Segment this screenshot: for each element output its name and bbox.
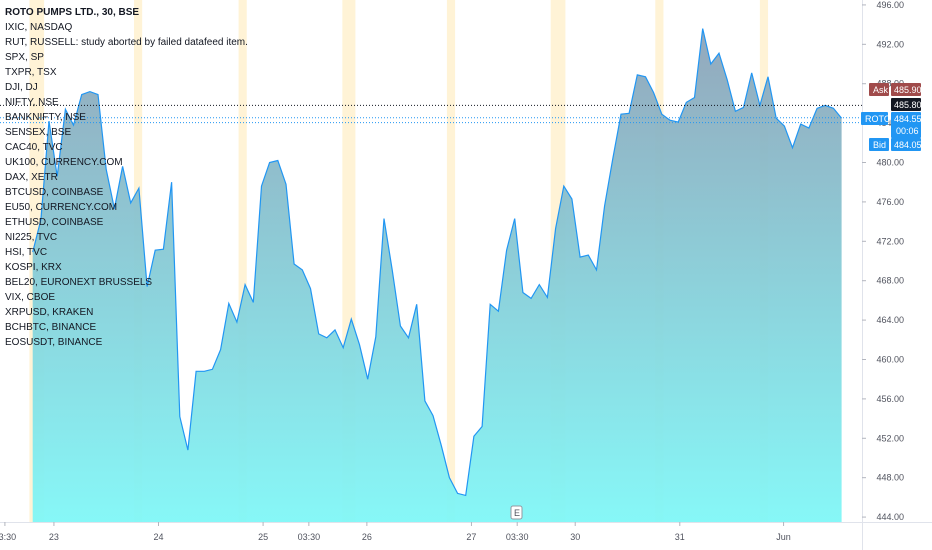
legend-series-item[interactable]: CAC40, TVC bbox=[5, 142, 63, 153]
ask-label: Ask bbox=[873, 85, 889, 95]
symbol-value: 484.55 bbox=[894, 114, 922, 124]
y-axis-ticks[interactable]: 444.00 448.00 452.00 456.00 460.00 464.00 468.… bbox=[862, 0, 904, 522]
x-axis-ticks[interactable]: 03:30 23 24 25 03:30 26 27 03:30 30 31 Jun bbox=[0, 522, 791, 542]
legend-series-item[interactable]: BEL20, EURONEXT BRUSSELS bbox=[5, 277, 153, 288]
legend-series-item[interactable]: KOSPI, KRX bbox=[5, 262, 62, 273]
event-marker[interactable]: E bbox=[510, 505, 523, 520]
legend-series-item[interactable]: RUT, RUSSELL: study aborted by failed da… bbox=[5, 37, 248, 48]
legend-series-item[interactable]: DAX, XETR bbox=[5, 172, 58, 183]
bid-label: Bid bbox=[873, 140, 886, 150]
y-tick-label: 476.00 bbox=[876, 197, 904, 207]
price-area-fill bbox=[32, 28, 842, 522]
price-area bbox=[32, 28, 843, 522]
symbol-label: ROTO bbox=[865, 114, 891, 124]
legend-series-item[interactable]: HSI, TVC bbox=[5, 247, 48, 258]
bid-tag: Bid 484.05 bbox=[869, 138, 922, 151]
x-tick-label: 03:30 bbox=[298, 532, 321, 542]
legend-series-item[interactable]: IXIC, NASDAQ bbox=[5, 22, 73, 33]
legend-series-item[interactable]: UK100, CURRENCY.COM bbox=[5, 157, 123, 168]
event-marker-label: E bbox=[514, 508, 520, 518]
x-tick-label: 31 bbox=[675, 532, 685, 542]
last-price-value: 485.80 bbox=[894, 100, 922, 110]
y-tick-label: 488.00 bbox=[876, 79, 904, 89]
x-tick-label: 25 bbox=[258, 532, 268, 542]
y-tick-label: 460.00 bbox=[876, 354, 904, 364]
session-band bbox=[446, 0, 456, 522]
legend-series-item[interactable]: DJI, DJ bbox=[5, 82, 38, 93]
y-tick-label: 472.00 bbox=[876, 236, 904, 246]
legend-series-item[interactable]: BCHBTC, BINANCE bbox=[5, 322, 97, 333]
legend-series-item[interactable]: BANKNIFTY, NSE bbox=[5, 112, 86, 123]
chart-legend: ROTO PUMPS LTD., 30, BSE IXIC, NASDAQ RUT… bbox=[5, 5, 248, 350]
y-tick-label: 496.00 bbox=[876, 0, 904, 10]
legend-series-item[interactable]: ETHUSD, COINBASE bbox=[5, 217, 104, 228]
y-tick-label: 456.00 bbox=[876, 394, 904, 404]
y-tick-label: 452.00 bbox=[876, 433, 904, 443]
symbol-tag[interactable]: ROTO 484.55 00:06 bbox=[861, 112, 922, 138]
x-tick-label: 24 bbox=[154, 532, 164, 542]
x-tick-label: 03:30 bbox=[0, 532, 16, 542]
y-tick-label: 492.00 bbox=[876, 39, 904, 49]
last-price-tag: 485.80 bbox=[891, 98, 922, 111]
x-tick-label: Jun bbox=[776, 532, 791, 542]
legend-series-item[interactable]: EOSUSDT, BINANCE bbox=[5, 337, 103, 348]
legend-title[interactable]: ROTO PUMPS LTD., 30, BSE bbox=[5, 7, 140, 18]
price-line bbox=[32, 28, 843, 497]
x-tick-label: 23 bbox=[49, 532, 59, 542]
x-tick-label: 27 bbox=[466, 532, 476, 542]
legend-series-item[interactable]: TXPR, TSX bbox=[5, 67, 57, 78]
y-tick-label: 468.00 bbox=[876, 276, 904, 286]
y-tick-label: 444.00 bbox=[876, 512, 904, 522]
y-tick-label: 464.00 bbox=[876, 315, 904, 325]
y-tick-label: 448.00 bbox=[876, 473, 904, 483]
ask-tag: Ask 485.90 bbox=[869, 83, 922, 96]
ask-value: 485.90 bbox=[894, 85, 922, 95]
legend-series-list: IXIC, NASDAQ RUT, RUSSELL: study aborted … bbox=[5, 20, 248, 350]
legend-series-item[interactable]: EU50, CURRENCY.COM bbox=[5, 202, 118, 213]
y-tick-label: 484.00 bbox=[876, 118, 904, 128]
session-band bbox=[238, 0, 247, 522]
legend-series-item[interactable]: XRPUSD, KRAKEN bbox=[5, 307, 94, 318]
price-tags: Ask 485.90 485.80 ROTO 484.55 00:06 Bid … bbox=[861, 83, 922, 151]
x-tick-label: 03:30 bbox=[506, 532, 529, 542]
bar-countdown: 00:06 bbox=[896, 126, 919, 136]
legend-series-item[interactable]: BTCUSD, COINBASE bbox=[5, 187, 104, 198]
legend-series-item[interactable]: VIX, CBOE bbox=[5, 292, 56, 303]
bid-value: 484.05 bbox=[894, 140, 922, 150]
legend-series-item[interactable]: SPX, SP bbox=[5, 52, 44, 63]
x-tick-label: 26 bbox=[362, 532, 372, 542]
legend-series-item[interactable]: NI225, TVC bbox=[5, 232, 58, 243]
y-tick-label: 480.00 bbox=[876, 158, 904, 168]
legend-series-item[interactable]: SENSEX, BSE bbox=[5, 127, 72, 138]
legend-series-item[interactable]: NIFTY, NSE bbox=[5, 97, 59, 108]
x-tick-label: 30 bbox=[570, 532, 580, 542]
